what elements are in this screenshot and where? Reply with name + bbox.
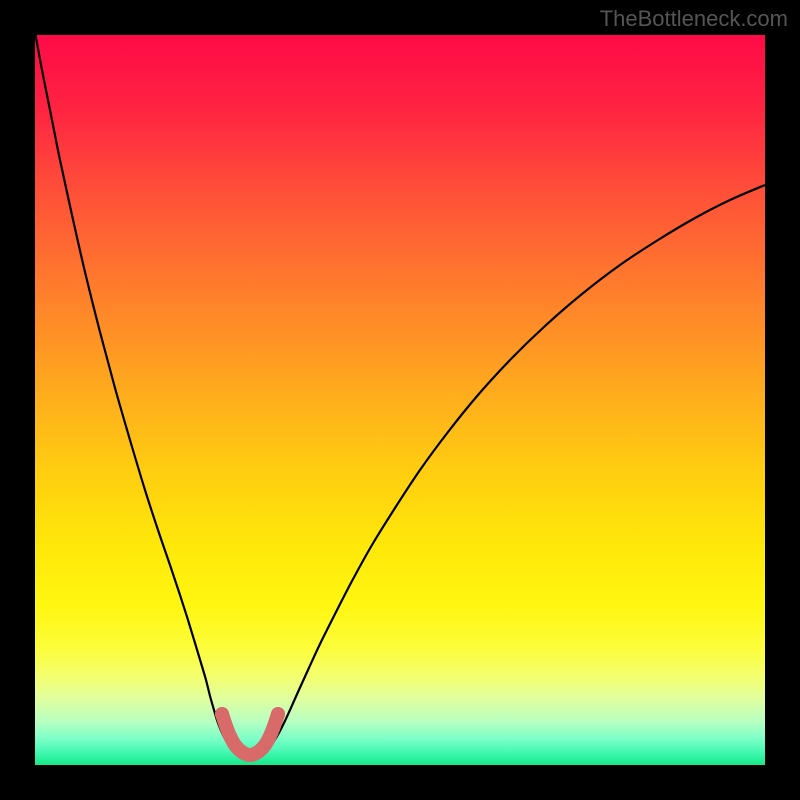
plot-background [35, 35, 765, 765]
highlight-endpoint-left [215, 707, 229, 721]
watermark-text: TheBottleneck.com [600, 6, 788, 32]
highlight-endpoint-right [271, 707, 285, 721]
chart-svg [0, 0, 800, 800]
chart-container: TheBottleneck.com [0, 0, 800, 800]
